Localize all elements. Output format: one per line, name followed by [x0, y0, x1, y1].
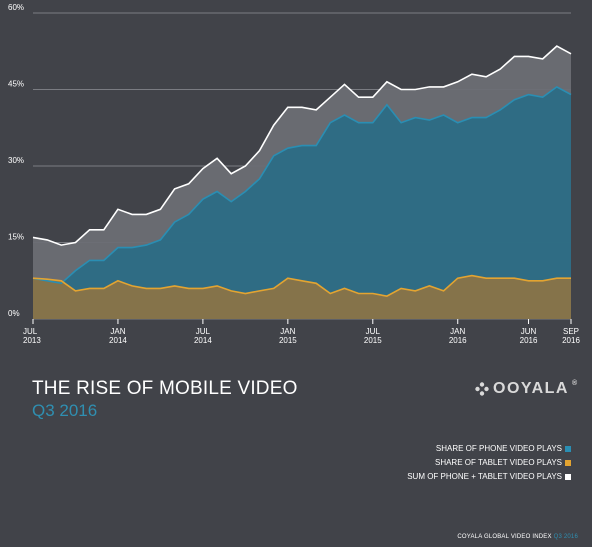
x-tick-label: 2014: [194, 336, 212, 345]
tablet-area: [33, 275, 571, 319]
phone-line: [32, 85, 572, 285]
x-tick-label: JAN: [450, 327, 465, 336]
series-lines: [32, 45, 572, 297]
x-tick-label: 2014: [109, 336, 127, 345]
legend-label-sum: SUM OF PHONE + TABLET VIDEO PLAYS: [407, 472, 562, 481]
footer-accent: Q3 2016: [553, 534, 578, 540]
series-areas: [33, 46, 571, 320]
x-tick-label: 2015: [279, 336, 297, 345]
tablet-line: [32, 274, 571, 297]
x-tick-label: 2015: [364, 336, 382, 345]
x-tick-label: 2016: [449, 336, 467, 345]
x-tick-label: JAN: [110, 327, 125, 336]
ooyala-logo-icon: [475, 382, 489, 396]
footer-text: COYALA GLOBAL VIDEO INDEX: [457, 534, 552, 540]
legend-swatch-sum: [565, 474, 571, 480]
x-tick-label: JUL: [196, 327, 211, 336]
footer-credit: COYALA GLOBAL VIDEO INDEX Q3 2016: [457, 534, 578, 540]
legend-swatch-tablet: [565, 460, 571, 466]
phone-area: [33, 86, 571, 320]
x-tick-label: JUL: [366, 327, 381, 336]
brand-logo: OOYALA ®: [474, 380, 579, 398]
y-tick-label: 15%: [8, 233, 24, 242]
legend-item-sum: SUM OF PHONE + TABLET VIDEO PLAYS: [407, 470, 571, 484]
y-tick-label: 60%: [8, 3, 24, 12]
x-tick-label: 2016: [520, 336, 538, 345]
x-tick-label: JAN: [280, 327, 295, 336]
brand-name: OOYALA: [493, 380, 569, 397]
legend: SHARE OF PHONE VIDEO PLAYS SHARE OF TABL…: [407, 442, 571, 484]
y-tick-label: 30%: [8, 156, 24, 165]
legend-label-tablet: SHARE OF TABLET VIDEO PLAYS: [434, 458, 562, 467]
x-tick-label: JUL: [23, 327, 38, 336]
chart-subtitle: Q3 2016: [32, 401, 98, 420]
legend-label-phone: SHARE OF PHONE VIDEO PLAYS: [435, 444, 562, 453]
sum-line: [32, 45, 572, 246]
y-axis-ticks: 0% 15% 30% 45% 60%: [8, 3, 24, 318]
legend-item-phone: SHARE OF PHONE VIDEO PLAYS: [407, 442, 571, 456]
x-tick-label: 2013: [23, 336, 41, 345]
brand-registered-mark: ®: [571, 380, 579, 387]
y-tick-label: 45%: [8, 80, 24, 89]
x-tick-label: SEP: [563, 327, 579, 336]
y-tick-label: 0%: [8, 309, 20, 318]
mobile-video-area-chart: 0%15%30%45%60% JUL2013JAN2014JUL2014JAN2…: [8, 3, 580, 345]
chart-title: THE RISE OF MOBILE VIDEO: [32, 378, 298, 399]
x-axis-ticks: JUL2013JAN2014JUL2014JAN2015JUL2015JAN20…: [23, 319, 580, 345]
legend-item-tablet: SHARE OF TABLET VIDEO PLAYS: [407, 456, 571, 470]
x-tick-label: 2016: [562, 336, 580, 345]
x-tick-label: JUN: [521, 327, 537, 336]
legend-swatch-phone: [565, 446, 571, 452]
